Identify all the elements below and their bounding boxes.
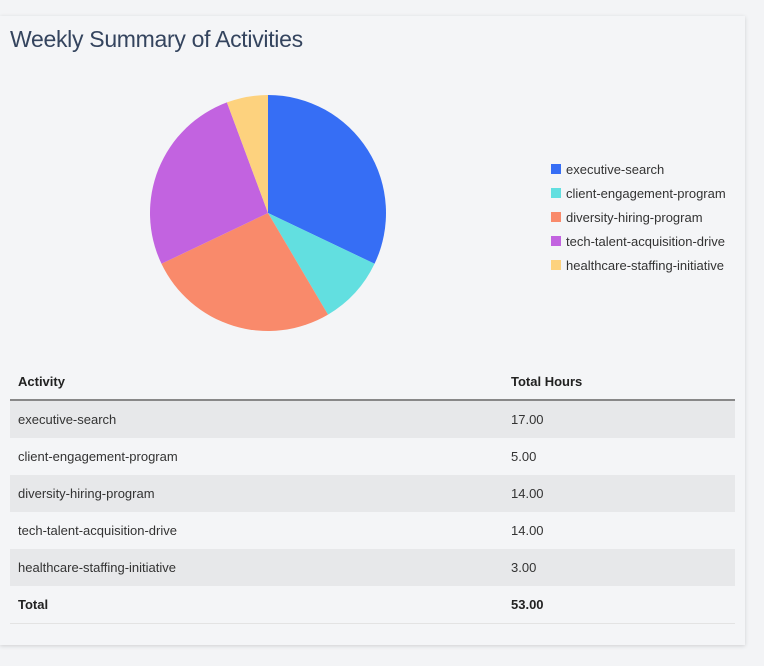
legend-item[interactable]: client-engagement-program — [551, 181, 726, 205]
pie-slice-executive-search[interactable] — [268, 95, 386, 264]
table-row: tech-talent-acquisition-drive 14.00 — [10, 512, 735, 549]
legend-item[interactable]: executive-search — [551, 157, 726, 181]
hours-cell: 5.00 — [511, 449, 537, 464]
pie-slice-tech-talent-acquisition-drive[interactable] — [149, 102, 268, 264]
total-label: Total — [10, 586, 503, 624]
legend-label: client-engagement-program — [566, 185, 726, 201]
hours-cell: 17.00 — [503, 400, 735, 438]
pie-slice-diversity-hiring-program[interactable] — [161, 213, 329, 331]
pie-slice-client-engagement-program[interactable] — [268, 213, 375, 315]
pie-slice-healthcare-staffing-initiative[interactable] — [226, 95, 268, 213]
chart-title: Weekly Summary of Activities — [10, 26, 303, 52]
legend-label: healthcare-staffing-initiative — [566, 257, 725, 273]
column-header-total-hours: Total Hours — [503, 364, 735, 401]
legend-item[interactable]: healthcare-staffing-initiative — [551, 253, 726, 277]
legend-label: tech-talent-acquisition-drive — [566, 233, 725, 249]
summary-card: Weekly Summary of Activities executive-s… — [0, 16, 745, 645]
activity-cell: executive-search — [10, 400, 503, 438]
table-row: diversity-hiring-program 14.00 — [10, 475, 735, 512]
column-header-activity: Activity — [10, 364, 503, 401]
total-hours-cell: 53.00 — [503, 586, 735, 624]
legend-swatch — [551, 164, 561, 174]
activity-table: Activity Total Hours executive-search 17.… — [10, 364, 735, 624]
total-row: Total 53.00 — [10, 586, 735, 624]
legend-item[interactable]: tech-talent-acquisition-drive — [551, 229, 726, 253]
legend-swatch — [551, 236, 561, 246]
table-row: executive-search 17.00 — [10, 400, 735, 438]
legend-item[interactable]: diversity-hiring-program — [551, 205, 726, 229]
legend-swatch — [551, 260, 561, 270]
activity-cell: tech-talent-acquisition-drive — [18, 523, 177, 538]
legend-label: diversity-hiring-program — [566, 209, 703, 225]
activity-cell: healthcare-staffing-initiative — [10, 549, 503, 586]
legend-swatch — [551, 212, 561, 222]
activity-cell: client-engagement-program — [18, 449, 178, 464]
hours-cell: 14.00 — [511, 523, 544, 538]
activity-cell: diversity-hiring-program — [10, 475, 503, 512]
hours-cell: 14.00 — [503, 475, 735, 512]
table-row: client-engagement-program 5.00 — [10, 438, 735, 475]
legend-label: executive-search — [566, 161, 665, 177]
legend: executive-search client-engagement-progra… — [551, 157, 726, 277]
legend-swatch — [551, 188, 561, 198]
pie-chart — [149, 95, 386, 331]
table-row: healthcare-staffing-initiative 3.00 — [10, 549, 735, 586]
hours-cell: 3.00 — [503, 549, 735, 586]
